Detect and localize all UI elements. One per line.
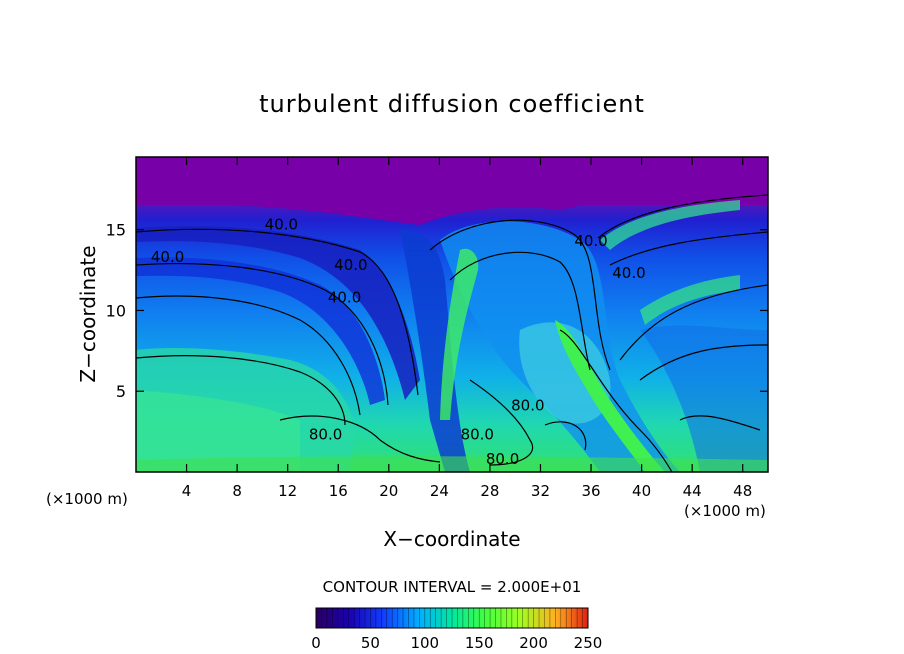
heatmap-field (136, 157, 768, 472)
y-axis-label: Z−coordinate (76, 245, 100, 382)
x-tick-label: 36 (581, 482, 600, 500)
colorbar-tick-label: 250 (574, 634, 603, 652)
contour-label: 80.0 (309, 426, 342, 444)
contour-label: 80.0 (486, 450, 519, 468)
contour-label: 40.0 (334, 256, 367, 274)
x-tick-label: 20 (379, 482, 398, 500)
x-tick-label: 44 (683, 482, 702, 500)
x-tick-label: 28 (480, 482, 499, 500)
x-tick-label: 40 (632, 482, 651, 500)
y-tick-label: 5 (116, 382, 126, 401)
x-tick-label: 12 (278, 482, 297, 500)
x-tick-label: 16 (329, 482, 348, 500)
x-tick-label: 24 (430, 482, 449, 500)
colorbar-tick-label: 150 (465, 634, 494, 652)
x-axis-label: X−coordinate (383, 527, 520, 551)
y-tick-label: 15 (106, 221, 126, 240)
x-tick-label: 32 (531, 482, 550, 500)
contour-label: 40.0 (265, 216, 298, 234)
contour-label: 40.0 (151, 248, 184, 266)
y-tick-label: 10 (106, 301, 126, 320)
chart-title: turbulent diffusion coefficient (259, 90, 645, 118)
x-unit-right: (×1000 m) (684, 502, 766, 520)
contour-label: 80.0 (461, 426, 494, 444)
colorbar-tick-label: 200 (519, 634, 548, 652)
x-unit-left: (×1000 m) (46, 490, 128, 508)
colorbar: 0 50 100 150 200 250 (311, 607, 603, 652)
x-tick-label: 8 (232, 482, 242, 500)
contour-label: 40.0 (328, 288, 361, 306)
x-tick-label: 48 (733, 482, 752, 500)
contour-label: 80.0 (511, 397, 544, 415)
x-tick-label: 4 (182, 482, 192, 500)
plot-frame (135, 156, 769, 473)
colorbar-tick-label: 50 (361, 634, 380, 652)
contour-interval-text: CONTOUR INTERVAL = 2.000E+01 (323, 578, 582, 596)
colorbar-tick-label: 0 (311, 634, 321, 652)
contour-label: 40.0 (612, 264, 645, 282)
contour-label: 40.0 (574, 232, 607, 250)
colorbar-tick-label: 100 (410, 634, 439, 652)
